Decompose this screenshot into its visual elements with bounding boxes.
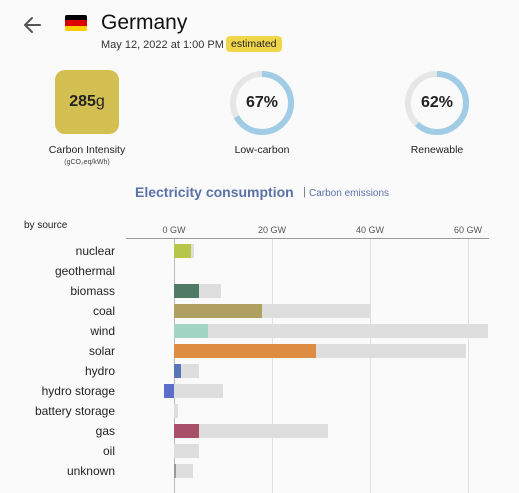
low-carbon-value: 67% xyxy=(245,94,279,111)
production-bar xyxy=(174,464,176,478)
source-label-gas: gas xyxy=(95,424,115,438)
germany-flag-icon xyxy=(65,15,87,31)
production-bar xyxy=(174,364,182,378)
source-label-unknown: unknown xyxy=(66,464,115,478)
capacity-bar xyxy=(174,444,199,458)
electricity-consumption-tab[interactable]: Electricity consumption xyxy=(135,184,294,200)
renewable-value: 62% xyxy=(420,94,454,111)
production-bar xyxy=(164,384,174,398)
source-label-wind: wind xyxy=(90,324,115,338)
renewable-label: Renewable xyxy=(410,144,464,156)
production-bar xyxy=(174,244,192,258)
source-label-hydro-storage: hydro storage xyxy=(41,384,115,398)
back-arrow-icon[interactable] xyxy=(20,12,46,38)
production-bar xyxy=(174,424,199,438)
capacity-bar xyxy=(174,424,329,438)
by-source-label: by source xyxy=(24,220,68,231)
capacity-bar xyxy=(174,404,178,418)
country-title: Germany xyxy=(101,11,188,34)
estimated-badge: estimated xyxy=(226,36,282,52)
source-label-battery-storage: battery storage xyxy=(34,404,115,418)
tab-separator: | xyxy=(303,186,306,198)
capacity-bar xyxy=(174,464,193,478)
x-tick-label: 40 GW xyxy=(355,225,385,235)
carbon-intensity-value: 285 xyxy=(69,93,96,110)
carbon-intensity-unit: g xyxy=(95,93,105,110)
production-bar xyxy=(174,324,209,338)
x-tick-label: 0 GW xyxy=(162,225,186,235)
low-carbon-label: Low-carbon xyxy=(234,144,290,156)
gridline xyxy=(370,239,371,493)
capacity-bar xyxy=(174,324,488,338)
low-carbon-donut xyxy=(230,71,294,135)
gridline xyxy=(468,239,469,493)
carbon-emissions-tab[interactable]: Carbon emissions xyxy=(309,188,390,199)
carbon-intensity-label: Carbon Intensity xyxy=(48,144,126,156)
carbon-intensity-box: 285 g xyxy=(55,70,119,134)
source-label-oil: oil xyxy=(102,444,115,458)
source-label-geothermal: geothermal xyxy=(54,264,115,278)
carbon-intensity-unit-label: (gCO₂eq/kWh) xyxy=(64,159,110,166)
source-label-hydro: hydro xyxy=(84,364,115,378)
production-bar xyxy=(174,304,263,318)
x-axis-line xyxy=(126,238,489,239)
renewable-donut xyxy=(405,71,469,135)
source-label-biomass: biomass xyxy=(70,284,115,298)
capacity-bar xyxy=(174,384,223,398)
gridline xyxy=(272,239,273,493)
source-label-nuclear: nuclear xyxy=(75,244,115,258)
source-label-solar: solar xyxy=(88,344,115,358)
x-tick-label: 20 GW xyxy=(257,225,287,235)
production-bar xyxy=(174,344,317,358)
x-tick-label: 60 GW xyxy=(453,225,483,235)
source-label-coal: coal xyxy=(92,304,115,318)
production-bar xyxy=(174,284,199,298)
datetime-label: May 12, 2022 at 1:00 PM xyxy=(101,39,224,51)
